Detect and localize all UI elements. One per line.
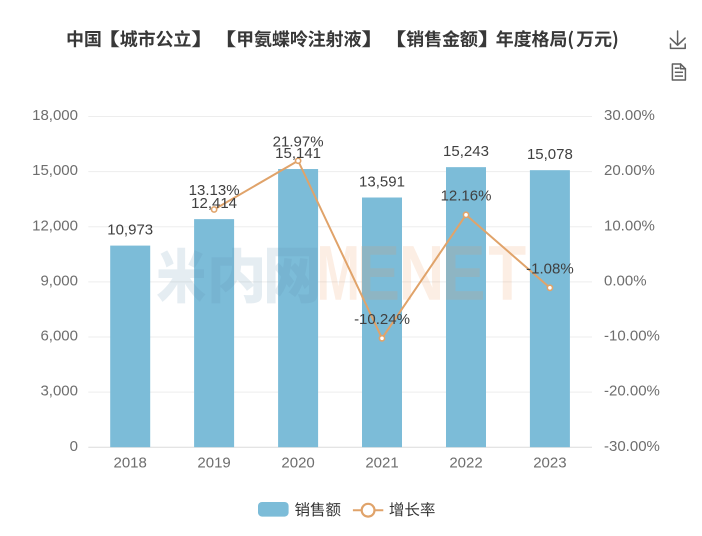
svg-text:-20.00%: -20.00% [604,383,660,400]
svg-text:-10.00%: -10.00% [604,328,660,345]
svg-text:-1.08%: -1.08% [526,260,574,277]
svg-text:20.00%: 20.00% [604,162,655,179]
svg-text:15,000: 15,000 [32,162,78,179]
svg-text:10,973: 10,973 [107,222,153,239]
svg-text:-10.24%: -10.24% [354,311,410,328]
svg-text:15,078: 15,078 [527,146,573,163]
svg-text:13,591: 13,591 [359,174,405,191]
svg-text:2022: 2022 [449,455,482,472]
svg-text:21.97%: 21.97% [273,133,324,150]
svg-text:3,000: 3,000 [40,383,78,400]
svg-text:2020: 2020 [281,455,314,472]
svg-text:0: 0 [70,438,78,455]
svg-text:15,141: 15,141 [275,145,321,162]
svg-text:2018: 2018 [114,455,147,472]
svg-text:13.13%: 13.13% [189,182,240,199]
svg-text:15,243: 15,243 [443,143,489,160]
svg-text:2019: 2019 [197,455,230,472]
svg-text:2023: 2023 [533,455,566,472]
svg-text:30.00%: 30.00% [604,107,655,124]
svg-text:0.00%: 0.00% [604,272,647,289]
svg-text:6,000: 6,000 [40,328,78,345]
svg-text:2021: 2021 [365,455,398,472]
svg-text:12,000: 12,000 [32,217,78,234]
svg-text:12,414: 12,414 [191,195,237,212]
svg-text:12.16%: 12.16% [441,187,492,204]
svg-text:-30.00%: -30.00% [604,438,660,455]
svg-text:9,000: 9,000 [40,272,78,289]
svg-text:18,000: 18,000 [32,107,78,124]
svg-text:10.00%: 10.00% [604,217,655,234]
